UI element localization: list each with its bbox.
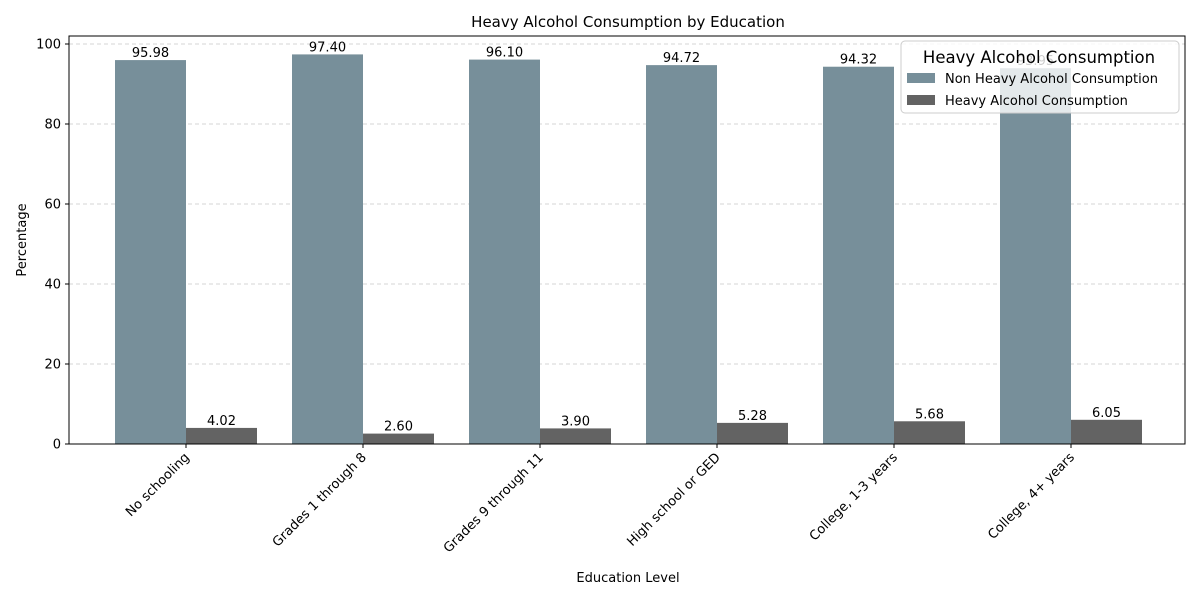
legend-label-heavy: Heavy Alcohol Consumption bbox=[945, 94, 1128, 109]
x-axis: No schooling Grades 1 through 8 Grades 9 t… bbox=[123, 444, 1078, 556]
data-label: 96.10 bbox=[486, 46, 523, 61]
bar-non-heavy-3[interactable] bbox=[646, 65, 717, 445]
data-label: 2.60 bbox=[384, 420, 413, 435]
data-label: 4.02 bbox=[207, 414, 236, 429]
data-label: 5.68 bbox=[915, 407, 944, 422]
legend-swatch-non-heavy bbox=[907, 73, 935, 83]
bar-non-heavy-1[interactable] bbox=[292, 54, 363, 445]
data-label: 3.90 bbox=[561, 414, 590, 429]
bar-heavy-4[interactable] bbox=[894, 421, 965, 444]
legend[interactable]: Heavy Alcohol Consumption Non Heavy Alco… bbox=[900, 40, 1180, 114]
bar-non-heavy-5[interactable] bbox=[1000, 68, 1071, 444]
y-axis-label: Percentage bbox=[15, 203, 30, 276]
y-tick-label: 60 bbox=[44, 198, 61, 213]
x-axis-label: Education Level bbox=[576, 571, 679, 586]
y-tick-label: 40 bbox=[44, 278, 61, 293]
data-label: 95.98 bbox=[132, 46, 169, 61]
y-tick-label: 100 bbox=[36, 38, 61, 53]
legend-title: Heavy Alcohol Consumption bbox=[923, 48, 1155, 67]
bar-non-heavy-0[interactable] bbox=[115, 60, 186, 445]
bar-heavy-2[interactable] bbox=[540, 428, 611, 444]
x-tick-label: No schooling bbox=[123, 450, 193, 520]
plot-frame bbox=[68, 35, 1186, 445]
data-label: 94.32 bbox=[840, 53, 877, 68]
x-tick-label: College, 4+ years bbox=[985, 450, 1078, 543]
legend-swatch-heavy bbox=[907, 95, 935, 105]
x-tick-label: Grades 9 through 11 bbox=[441, 450, 547, 556]
y-tick-label: 80 bbox=[44, 118, 61, 133]
data-label: 97.40 bbox=[309, 40, 346, 55]
y-tick-label: 0 bbox=[53, 438, 61, 453]
chart-title: Heavy Alcohol Consumption by Education bbox=[471, 13, 785, 31]
data-label: 5.28 bbox=[738, 409, 767, 424]
legend-box bbox=[900, 40, 1180, 114]
bar-non-heavy-2[interactable] bbox=[469, 59, 540, 444]
bars bbox=[115, 54, 1142, 445]
x-tick-label: High school or GED bbox=[624, 450, 723, 549]
bar-heavy-0[interactable] bbox=[186, 427, 257, 444]
y-axis: 0 20 40 60 80 100 bbox=[36, 38, 69, 453]
bar-heavy-5[interactable] bbox=[1071, 419, 1142, 444]
data-label: 94.72 bbox=[663, 51, 700, 66]
bar-heavy-1[interactable] bbox=[363, 433, 434, 444]
legend-label-non-heavy: Non Heavy Alcohol Consumption bbox=[945, 72, 1158, 87]
data-label: 6.05 bbox=[1092, 406, 1121, 421]
x-tick-label: Grades 1 through 8 bbox=[270, 450, 370, 550]
bar-heavy-3[interactable] bbox=[717, 422, 788, 444]
bar-non-heavy-4[interactable] bbox=[823, 66, 894, 444]
y-tick-label: 20 bbox=[44, 358, 61, 373]
x-tick-label: College, 1-3 years bbox=[807, 450, 901, 544]
